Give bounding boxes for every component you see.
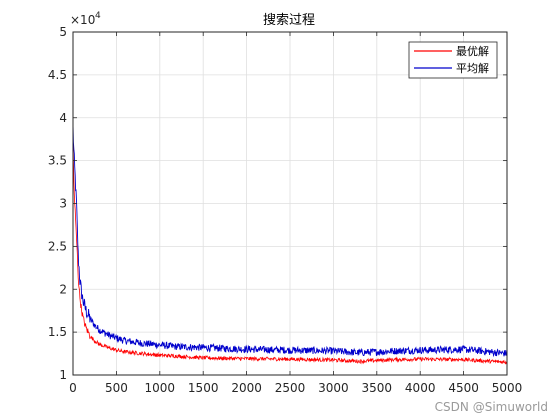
y-exponent-base: ×10 [70,13,95,27]
series-layer [72,124,508,365]
y-tick-label: 1 [59,368,67,382]
y-tick-label: 1.5 [48,325,67,339]
y-tick-label: 2.5 [48,239,67,253]
y-tick-label: 3 [59,197,67,211]
legend-label-average: 平均解 [456,61,489,75]
x-tick-label: 1500 [188,381,219,395]
chart-title: 搜索过程 [263,13,315,28]
y-exponent-label: ×10 4 [70,11,101,27]
legend-box [408,41,498,79]
x-tick-label: 2500 [275,381,306,395]
x-tick-label: 1000 [145,381,176,395]
y-tick-label: 5 [59,25,67,39]
plot-area: 0 500 1000 1500 2000 2500 3000 3500 4000 4500 5000… [48,25,522,395]
x-tick-label: 3000 [318,381,349,395]
watermark: CSDN @Simuworld [435,400,548,414]
x-tick-label: 5000 [492,381,523,395]
y-tick-label: 2 [59,282,67,296]
x-tick-label: 4500 [448,381,479,395]
y-tick-label: 4 [59,111,67,125]
y-tick-label: 3.5 [48,154,67,168]
y-tick-label: 4.5 [48,68,67,82]
x-tick-label: 4000 [405,381,436,395]
x-tick-label: 500 [105,381,128,395]
axis-ticks: 0 500 1000 1500 2000 2500 3000 3500 4000 4500 5000… [48,25,522,395]
series-line-best [72,136,508,365]
legend: 最优解 平均解 [408,41,498,79]
series-line-average [72,124,508,358]
y-exponent-power: 4 [95,11,101,21]
legend-label-best: 最优解 [456,44,489,58]
x-tick-label: 3500 [362,381,393,395]
x-tick-label: 2000 [231,381,262,395]
x-tick-label: 0 [69,381,77,395]
